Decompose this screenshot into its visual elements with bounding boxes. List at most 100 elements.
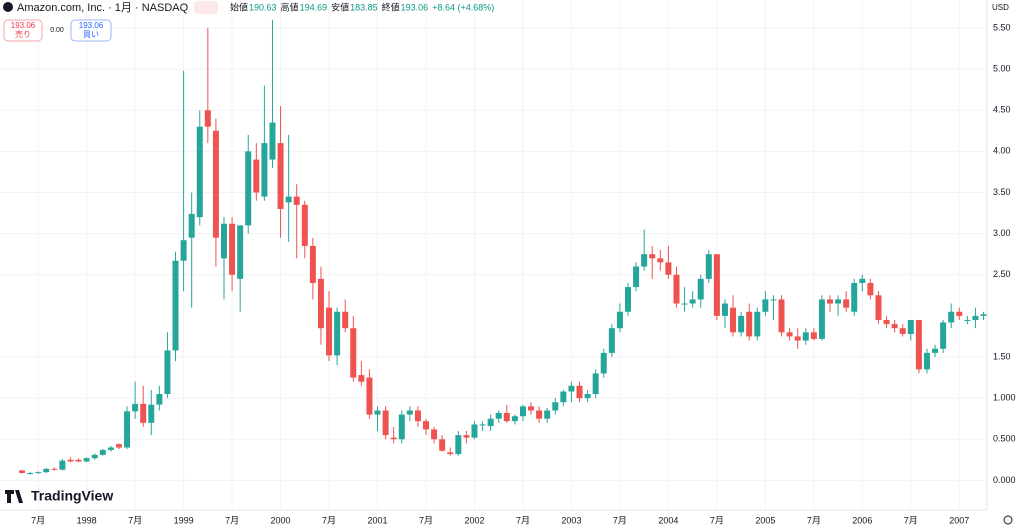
candle-body [673, 274, 680, 304]
ohlc-label: 始値 [230, 1, 248, 12]
candle-body [697, 278, 704, 300]
x-tick-label: 7月 [31, 515, 45, 525]
candle-body [212, 130, 219, 238]
x-tick-label: 2004 [658, 515, 678, 525]
ohlc-label: 安値 [331, 1, 349, 12]
candle-body [560, 391, 567, 403]
y-tick-label: 4.50 [993, 105, 1011, 115]
candle-body [51, 468, 58, 470]
candle-body [19, 470, 25, 473]
buy-price: 193.06 [79, 21, 104, 30]
x-tick-label: 7月 [904, 515, 918, 525]
sell-label: 売り [15, 29, 31, 39]
candle-body [140, 403, 147, 423]
candle-body [770, 299, 777, 301]
x-tick-label: 1998 [77, 515, 97, 525]
compare-button[interactable] [194, 1, 218, 14]
logo-icon [5, 490, 23, 503]
x-tick-label: 7月 [128, 515, 142, 525]
candle-body [915, 319, 922, 370]
candle-body [463, 435, 470, 438]
plot [0, 0, 987, 510]
candle-body [681, 303, 688, 305]
candle-body [544, 410, 551, 419]
x-tick-label: 7月 [710, 515, 724, 525]
y-tick-label: 5.00 [993, 63, 1011, 73]
candle-body [326, 307, 333, 356]
candle-body [221, 223, 227, 259]
candle-body [471, 424, 478, 438]
candle-body [83, 458, 90, 462]
candle-body [972, 315, 979, 320]
y-tick-label: 1.000 [993, 393, 1016, 403]
candle-body [342, 311, 349, 329]
x-tick-label: 7月 [613, 515, 627, 525]
candle-body [883, 319, 890, 325]
candle-body [835, 299, 842, 304]
x-tick-label: 2006 [852, 515, 872, 525]
candle-body [277, 143, 284, 209]
candle-body [907, 319, 914, 334]
candle-body [148, 404, 155, 423]
candle-body [245, 151, 252, 226]
candle-body [633, 266, 640, 288]
candle-body [188, 213, 195, 238]
candle-body [689, 299, 696, 304]
sell-price: 193.06 [11, 21, 36, 30]
candle-body [503, 412, 510, 422]
ohlc: 始値 190.63 高値 194.69 安値 183.85 終値 193.06 [230, 1, 428, 12]
x-tick-label: 7月 [807, 515, 821, 525]
candle-body [423, 421, 429, 430]
candle-body [35, 472, 42, 474]
symbol-logo [3, 2, 13, 12]
candle-body [584, 394, 591, 399]
x-tick-label: 2000 [271, 515, 291, 525]
sell-button[interactable] [3, 19, 43, 42]
candle-body [374, 410, 381, 415]
candle-body [390, 437, 397, 440]
ohlc-label: 高値 [281, 1, 299, 12]
y-tick-label: 0.500 [993, 434, 1016, 444]
x-tick-label: 2002 [464, 515, 484, 525]
candle-body [810, 332, 817, 339]
buy-button[interactable] [70, 19, 112, 42]
candle-body [447, 452, 454, 455]
candle-body [204, 110, 211, 127]
candle-body [754, 311, 761, 337]
candle-body [43, 468, 50, 473]
x-tick-label: 2005 [755, 515, 775, 525]
candle-body [261, 143, 268, 197]
candle-body [552, 402, 559, 411]
ohlc-value: 193.06 [401, 2, 429, 12]
y-tick-label: 1.50 [993, 351, 1011, 361]
x-tick-label: 7月 [516, 515, 530, 525]
candle-body [827, 299, 833, 304]
spread: 0.00 [50, 27, 64, 34]
candle-body [956, 311, 963, 316]
x-tick-label: 2007 [949, 515, 969, 525]
x-tick-label: 7月 [225, 515, 239, 525]
candle-body [439, 439, 446, 451]
candle-body [406, 410, 413, 415]
logo: TradingView [31, 488, 113, 504]
candle-body [156, 394, 163, 405]
x-tick-label: 7月 [322, 515, 336, 525]
candle-body [600, 352, 607, 374]
candle-body [843, 299, 850, 308]
candle-body [802, 332, 809, 341]
candle-body [875, 295, 882, 320]
candle-body [528, 406, 535, 411]
candle-body [923, 352, 930, 370]
candle-body [964, 319, 971, 321]
change: +8.64 (+4.68%) [432, 2, 494, 12]
candle-body [762, 299, 769, 312]
settings-icon[interactable] [1003, 515, 1013, 525]
y-tick-label: 0.000 [993, 475, 1016, 485]
y-tick-label: 5.50 [993, 22, 1011, 32]
candle-body [431, 429, 438, 440]
candle-body [164, 350, 171, 395]
symbol: Amazon.com, Inc. · 1月 · NASDAQ [17, 2, 189, 14]
candle-body [27, 472, 34, 474]
candle-body [75, 459, 82, 462]
